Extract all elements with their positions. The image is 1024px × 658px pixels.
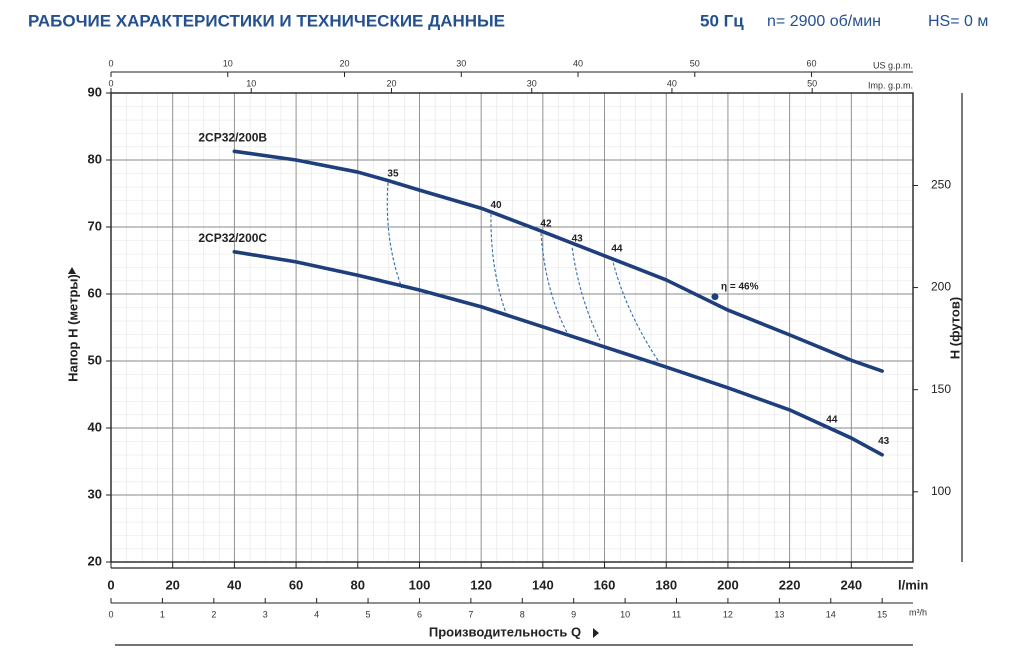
extra-x-tick-label: 0	[108, 609, 113, 619]
frequency: 50 Гц	[700, 11, 744, 30]
x-tick-label: 200	[717, 577, 739, 592]
extra-x-tick-label: 20	[386, 78, 396, 88]
x-tick-label: 240	[840, 577, 862, 592]
x-tick-label: 40	[227, 577, 241, 592]
extra-x-unit: Imp. g.p.m.	[868, 80, 913, 90]
x-axis-title: Производительность Q	[429, 624, 581, 639]
x-tick-label: 120	[470, 577, 492, 592]
plot-frame	[110, 92, 914, 563]
extra-x-tick-label: 60	[807, 58, 817, 68]
efficiency-point	[711, 293, 719, 301]
efficiency-label: 43	[572, 233, 584, 244]
extra-x-tick-label: 3	[263, 609, 268, 619]
y-tick-label: 90	[88, 84, 102, 99]
x-axis-arrow	[593, 628, 599, 638]
efficiency-label: 35	[387, 168, 399, 179]
efficiency-line	[540, 232, 568, 333]
y2-tick-label: 100	[931, 484, 951, 498]
extra-x-tick-label: 13	[774, 609, 784, 619]
y-tick-label: 70	[88, 218, 102, 233]
speed: n= 2900 об/мин	[767, 13, 881, 30]
x-tick-label: 180	[655, 577, 677, 592]
efficiency-label: 44	[611, 243, 623, 254]
suction-head: HS= 0 м	[928, 13, 988, 30]
y-tick-label: 30	[88, 486, 102, 501]
y-tick-label: 20	[88, 553, 102, 568]
pump-curve	[232, 249, 884, 457]
extra-x-tick-label: 2	[211, 609, 216, 619]
y-axis-title: Напор H (метры)	[65, 274, 80, 382]
extra-x-unit: US g.p.m.	[873, 60, 913, 70]
extra-x-tick-label: 30	[527, 78, 537, 88]
annotation: 44	[826, 415, 838, 426]
x-tick-label: 160	[594, 577, 616, 592]
y-tick-label: 80	[88, 151, 102, 166]
y2-tick-label: 200	[931, 280, 951, 294]
pump-curve	[232, 149, 884, 373]
efficiency-label: 40	[490, 200, 502, 211]
extra-x-tick-label: 11	[672, 609, 681, 619]
extra-x-tick-label: 50	[807, 78, 817, 88]
extra-x-tick-label: 50	[690, 58, 700, 68]
extra-x-tick-label: 40	[667, 78, 677, 88]
y2-tick-label: 250	[931, 178, 951, 192]
annotation: 43	[878, 436, 890, 447]
extra-x-tick-label: 30	[456, 58, 466, 68]
extra-x-tick-label: 4	[314, 609, 319, 619]
series-label: 2CP32/200B	[198, 130, 267, 144]
extra-x-tick-label: 12	[723, 609, 733, 619]
x-tick-label: 220	[779, 577, 801, 592]
extra-x-tick-label: 20	[340, 58, 350, 68]
extra-x-tick-label: 6	[417, 609, 422, 619]
x-unit: l/min	[898, 577, 928, 592]
minor-grid	[111, 93, 913, 562]
extra-x-tick-label: 10	[246, 78, 256, 88]
extra-x-unit: m³/h	[909, 607, 927, 617]
y2-axis-title: H (футов)	[947, 297, 962, 359]
efficiency-line	[386, 182, 403, 289]
extra-x-tick-label: 15	[877, 609, 887, 619]
extra-x-tick-label: 14	[826, 609, 836, 619]
x-tick-label: 100	[409, 577, 431, 592]
extra-x-tick-label: 0	[108, 58, 113, 68]
x-tick-label: 20	[165, 577, 179, 592]
y-tick-label: 60	[88, 285, 102, 300]
chart-title: РАБОЧИЕ ХАРАКТЕРИСТИКИ И ТЕХНИЧЕСКИЕ ДАН…	[28, 11, 505, 30]
extra-x-tick-label: 9	[571, 609, 576, 619]
extra-x-tick-label: 7	[468, 609, 473, 619]
x-tick-label: 80	[351, 577, 365, 592]
efficiency-label: 42	[540, 219, 552, 230]
extra-x-tick-label: 10	[223, 58, 233, 68]
y-axis-arrow	[68, 267, 76, 274]
annotation: η = 46%	[721, 281, 759, 292]
efficiency-line	[571, 247, 601, 341]
x-tick-label: 60	[289, 577, 303, 592]
extra-x-tick-label: 0	[108, 78, 113, 88]
y-tick-label: 40	[88, 419, 102, 434]
extra-x-tick-label: 1	[160, 609, 165, 619]
y-tick-label: 50	[88, 352, 102, 367]
extra-x-tick-label: 8	[520, 609, 525, 619]
extra-x-tick-label: 5	[366, 609, 371, 619]
series-label: 2CP32/200C	[198, 231, 267, 245]
efficiency-line	[611, 257, 659, 361]
y2-tick-label: 150	[931, 382, 951, 396]
efficiency-line	[490, 214, 508, 317]
extra-x-tick-label: 40	[573, 58, 583, 68]
x-tick-label: 140	[532, 577, 554, 592]
x-tick-label: 0	[107, 577, 114, 592]
extra-x-tick-label: 10	[620, 609, 630, 619]
